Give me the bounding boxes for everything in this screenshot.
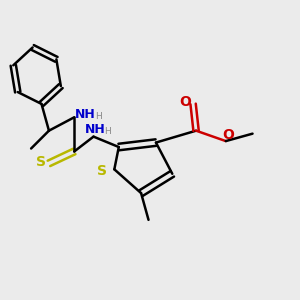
Text: O: O [222,128,234,142]
Text: O: O [179,95,191,110]
Text: H: H [104,128,111,136]
Text: H: H [95,112,102,121]
Text: S: S [36,155,46,169]
Text: NH: NH [85,123,105,136]
Text: S: S [97,164,106,178]
Text: NH: NH [75,108,96,121]
